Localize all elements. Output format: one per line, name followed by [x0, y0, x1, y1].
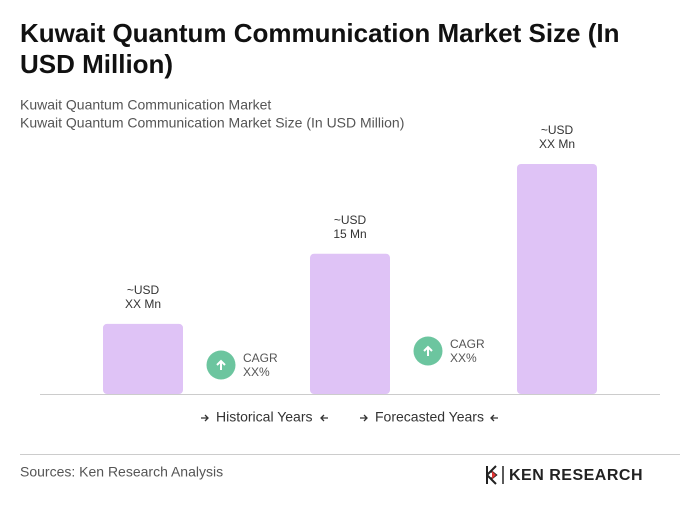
- bar: [103, 323, 183, 394]
- value-label: ~USD: [334, 213, 367, 227]
- chart-title: Kuwait Quantum Communication Market Size…: [20, 18, 620, 48]
- logo-icon: [486, 465, 498, 485]
- legend-label: Historical Years: [216, 409, 313, 425]
- subtitle: Kuwait Quantum Communication Market Size…: [20, 115, 404, 131]
- value-label: ~USD: [127, 283, 160, 297]
- value-label: 15 Mn: [333, 227, 366, 241]
- legend-arrow: [490, 414, 498, 422]
- value-label: XX Mn: [125, 297, 161, 311]
- cagr-arrow: [423, 345, 433, 356]
- legend: Historical Years Forecasted Years: [201, 409, 498, 425]
- legend-label: Forecasted Years: [375, 409, 484, 425]
- value-label: XX Mn: [539, 137, 575, 151]
- source: Sources: Ken Research Analysis: [20, 464, 223, 480]
- logo-icon: [492, 471, 496, 479]
- bar: [310, 253, 390, 394]
- logo: KEN RESEARCH: [486, 465, 643, 485]
- chart-title: USD Million): [20, 49, 173, 79]
- cagr-label: XX%: [243, 365, 270, 379]
- value-label: ~USD: [541, 123, 574, 137]
- cagr-arrow: [216, 359, 226, 370]
- cagr-label: CAGR: [450, 337, 485, 351]
- logo-text: KEN RESEARCH: [509, 467, 643, 484]
- legend-arrow: [360, 414, 368, 422]
- legend-arrow: [201, 414, 209, 422]
- legend-arrow: [320, 414, 328, 422]
- cagr-label: CAGR: [243, 351, 278, 365]
- bar: [517, 164, 597, 394]
- subtitle: Kuwait Quantum Communication Market: [20, 97, 271, 113]
- cagr-label: XX%: [450, 351, 477, 365]
